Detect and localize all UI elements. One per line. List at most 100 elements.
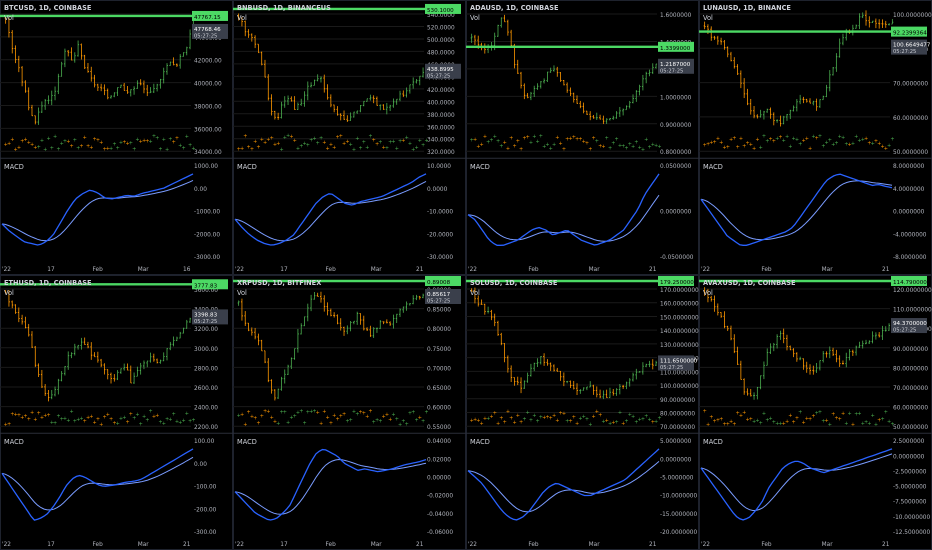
price-tick-label: 90.0000000 xyxy=(893,347,928,353)
volume-marker: + xyxy=(316,141,320,147)
chart-panel: 170.0000000 160.0000000 150.0000000 140.000… xyxy=(466,275,699,550)
volume-marker: + xyxy=(848,142,852,148)
volume-marker: + xyxy=(240,146,244,152)
volume-marker: + xyxy=(332,145,336,151)
price-tick-label: 3600.00 xyxy=(194,288,218,294)
volume-marker: + xyxy=(631,144,635,150)
volume-marker: + xyxy=(745,141,749,147)
volume-marker: + xyxy=(335,134,339,140)
chart-panel: 540.0000520.0000500.0000480.0000460.0000… xyxy=(233,0,466,275)
volume-marker: + xyxy=(368,134,372,140)
x-tick-label: Feb xyxy=(761,542,772,548)
volume-marker: + xyxy=(824,140,828,146)
macd-line xyxy=(700,448,893,521)
volume-marker: + xyxy=(815,411,819,417)
volume-marker: + xyxy=(391,412,395,418)
volume-marker: + xyxy=(641,147,645,153)
volume-marker: + xyxy=(4,142,8,148)
volume-marker: + xyxy=(828,137,832,143)
macd-tick-label: -5.0000000 xyxy=(893,485,927,491)
x-tick-label: '22 xyxy=(701,267,710,273)
volume-marker: + xyxy=(93,420,97,426)
volume-marker: + xyxy=(516,138,520,144)
volume-marker: + xyxy=(378,139,382,145)
volume-marker: + xyxy=(191,417,195,423)
volume-marker: + xyxy=(706,142,710,148)
x-tick-label: Mar xyxy=(589,542,601,548)
signal-line xyxy=(700,453,893,512)
price-tick-label: 520.0000 xyxy=(427,25,455,31)
volume-marker: + xyxy=(647,144,651,150)
x-tick-label: Feb xyxy=(528,267,539,273)
volume-label: Vol xyxy=(237,14,247,22)
last-price-time: 05:27:25 xyxy=(893,328,916,334)
macd-label: MACD xyxy=(237,438,257,446)
volume-marker: + xyxy=(46,412,50,418)
x-tick-label: 17 xyxy=(47,542,55,548)
volume-marker: + xyxy=(149,139,153,145)
volume-marker: + xyxy=(378,419,382,425)
level-price-badge xyxy=(658,276,694,286)
price-tick-label: 420.0000 xyxy=(427,88,455,94)
macd-line xyxy=(234,173,427,246)
volume-marker: + xyxy=(30,410,34,416)
macd-label: MACD xyxy=(4,163,24,171)
last-price-badge xyxy=(891,39,927,55)
volume-marker: + xyxy=(247,410,251,416)
x-tick-label: 21 xyxy=(183,542,191,548)
volume-marker: + xyxy=(709,414,713,420)
volume-marker: + xyxy=(719,416,723,422)
volume-marker: + xyxy=(355,411,359,417)
volume-marker: + xyxy=(286,420,290,426)
volume-marker: + xyxy=(388,139,392,145)
macd-tick-label: -10.0000000 xyxy=(893,515,930,521)
volume-marker: + xyxy=(742,410,746,416)
volume-marker: + xyxy=(398,422,402,428)
volume-marker: + xyxy=(306,142,310,148)
volume-marker: + xyxy=(145,138,149,144)
volume-marker: + xyxy=(319,421,323,427)
volume-marker: + xyxy=(864,420,868,426)
volume-marker: + xyxy=(256,144,260,150)
chart-title: BTCUSD, 1D, COINBASE xyxy=(4,4,92,12)
volume-marker: + xyxy=(736,145,740,151)
volume-marker: + xyxy=(270,415,274,421)
volume-marker: + xyxy=(769,416,773,422)
price-tick-label: 34000.00 xyxy=(194,150,222,156)
volume-marker: + xyxy=(608,145,612,151)
volume-marker: + xyxy=(709,140,713,146)
volume-marker: + xyxy=(263,140,267,146)
volume-marker: + xyxy=(335,417,339,423)
price-tick-label: 50.0000000 xyxy=(893,150,928,156)
last-price-label: 94.3700000 xyxy=(893,321,927,327)
volume-marker: + xyxy=(66,418,70,424)
volume-marker: + xyxy=(811,414,815,420)
volume-marker: + xyxy=(172,412,176,418)
macd-tick-label: -0.02000 xyxy=(427,494,453,500)
last-price-label: 1.2187000 xyxy=(660,62,691,68)
volume-marker: + xyxy=(46,136,50,142)
volume-marker: + xyxy=(489,138,493,144)
volume-marker: + xyxy=(588,422,592,428)
level-price-badge xyxy=(192,279,228,290)
level-price-badge xyxy=(658,41,694,52)
volume-marker: + xyxy=(37,145,41,151)
level-price-label: 1.3399000 xyxy=(660,46,691,52)
volume-marker: + xyxy=(73,419,77,425)
volume-marker: + xyxy=(106,412,110,418)
volume-marker: + xyxy=(601,419,605,425)
volume-marker: + xyxy=(732,136,736,142)
volume-marker: + xyxy=(788,413,792,419)
volume-marker: + xyxy=(401,418,405,424)
volume-marker: + xyxy=(372,420,376,426)
volume-marker: + xyxy=(831,142,835,148)
volume-marker: + xyxy=(618,410,622,416)
volume-marker: + xyxy=(522,135,526,141)
volume-marker: + xyxy=(401,138,405,144)
price-tick-label: 3200.00 xyxy=(194,327,218,333)
volume-marker: + xyxy=(23,413,27,419)
volume-marker: + xyxy=(162,137,166,143)
volume-marker: + xyxy=(762,133,766,139)
volume-marker: + xyxy=(106,146,110,152)
macd-tick-label: 0.0000000 xyxy=(660,210,692,216)
